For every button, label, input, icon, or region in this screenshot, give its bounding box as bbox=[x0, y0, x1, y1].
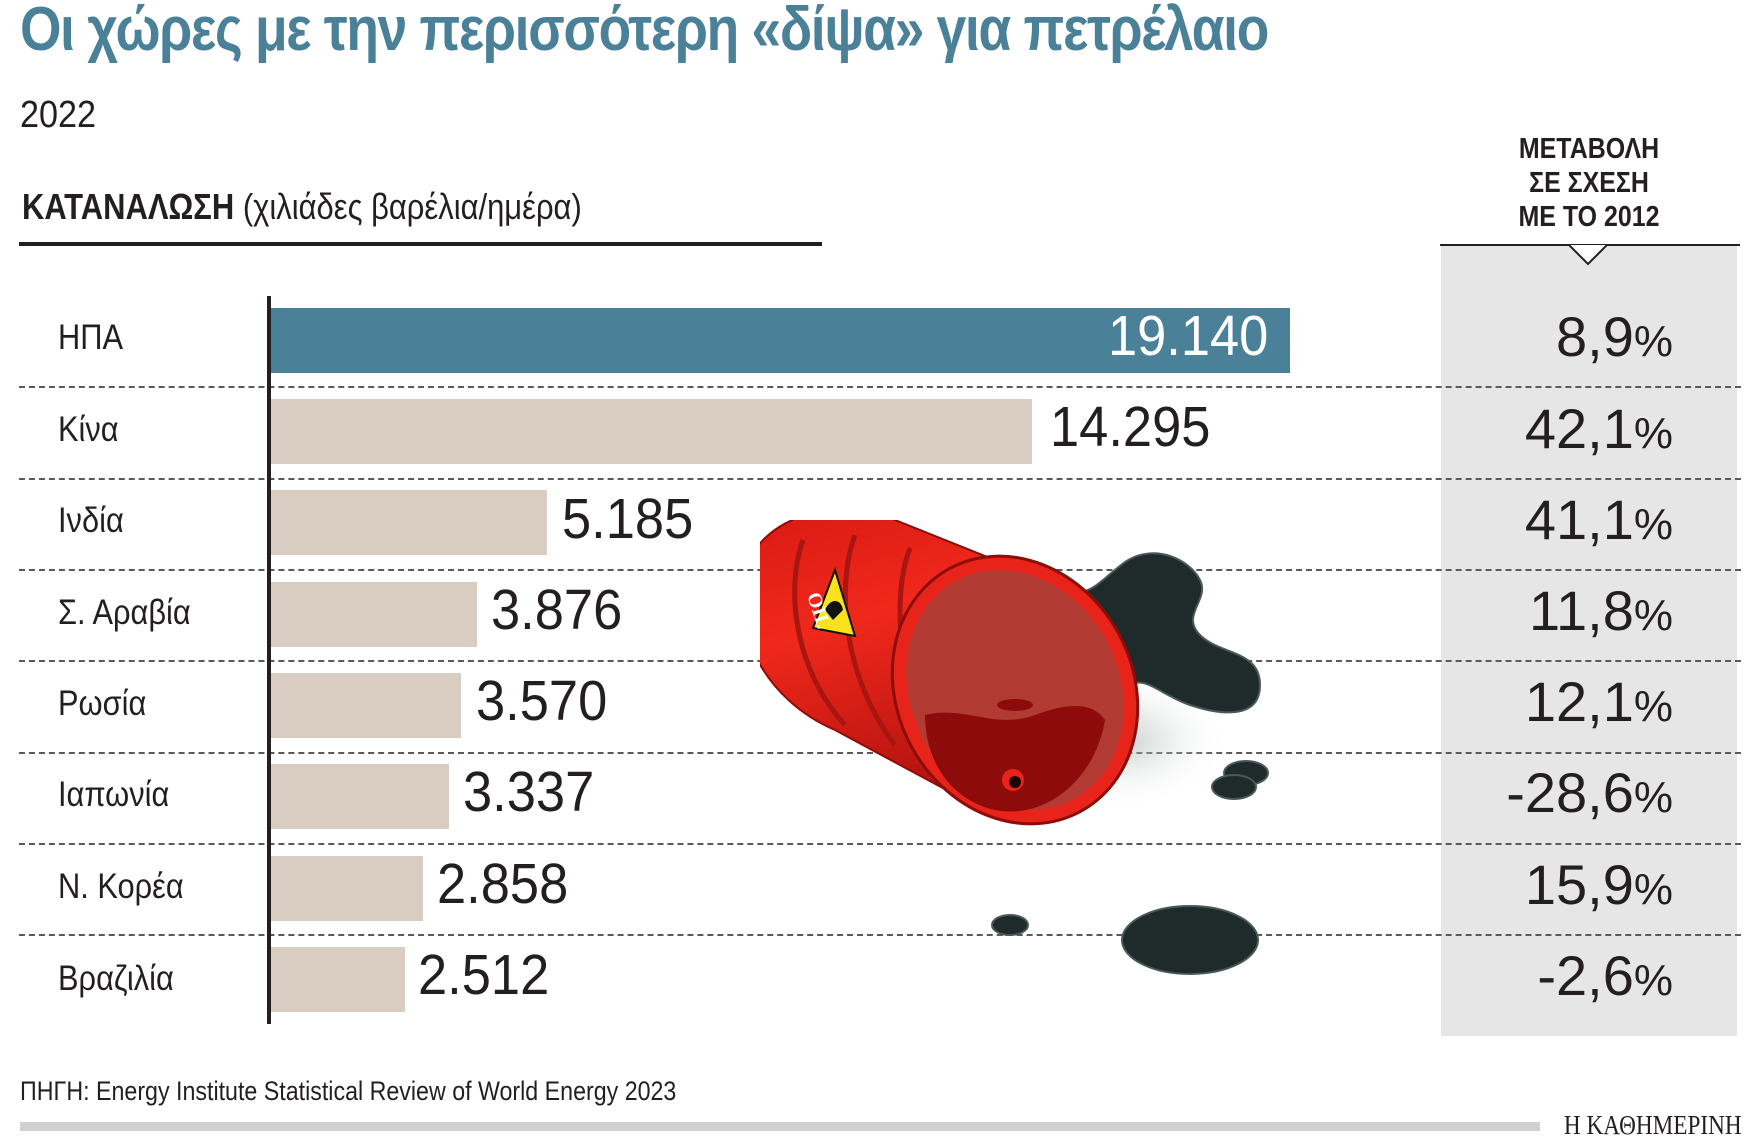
row-divider bbox=[19, 934, 1741, 936]
change-column-header: ΜΕΤΑΒΟΛΗ ΣΕ ΣΧΕΣΗ ΜΕ ΤΟ 2012 bbox=[1444, 132, 1734, 234]
change-value: 15,9% bbox=[1524, 853, 1673, 916]
consumption-label: ΚΑΤΑΝΑΛΩΣΗ bbox=[22, 186, 235, 227]
change-value: 12,1% bbox=[1524, 670, 1673, 733]
country-label: Ιαπωνία bbox=[58, 775, 170, 814]
consumption-axis-label: ΚΑΤΑΝΑΛΩΣΗ (χιλιάδες βαρέλια/ημέρα) bbox=[22, 186, 582, 228]
value-label: 19.140 bbox=[1107, 304, 1268, 368]
row-divider bbox=[19, 843, 1741, 845]
value-label: 5.185 bbox=[562, 487, 694, 551]
oil-barrel-icon: OIL bbox=[760, 520, 1140, 826]
change-value: -28,6% bbox=[1506, 761, 1673, 824]
bar-china bbox=[271, 399, 1032, 464]
value-label: 2.512 bbox=[418, 943, 550, 1007]
value-label: 2.858 bbox=[437, 852, 569, 916]
row-divider bbox=[19, 386, 1741, 388]
country-label: Ινδία bbox=[58, 501, 124, 540]
pointer-notch-icon bbox=[1569, 244, 1607, 266]
bar-usa bbox=[271, 308, 1290, 373]
value-label: 14.295 bbox=[1050, 395, 1211, 459]
chart-title: Οι χώρες με την περισσότερη «δίψα» για π… bbox=[20, 0, 1269, 64]
country-label: Σ. Αραβία bbox=[58, 593, 191, 632]
row-divider bbox=[19, 478, 1741, 480]
bar-saudi-arabia bbox=[271, 582, 477, 647]
category-axis-line bbox=[267, 296, 271, 1024]
change-value: 8,9% bbox=[1556, 305, 1673, 368]
country-label: Κίνα bbox=[58, 410, 119, 449]
bar-japan bbox=[271, 764, 449, 829]
change-value: 42,1% bbox=[1524, 397, 1673, 460]
source-note: ΠΗΓΗ: Energy Institute Statistical Revie… bbox=[20, 1076, 677, 1106]
unit-label: (χιλιάδες βαρέλια/ημέρα) bbox=[234, 186, 582, 227]
subtitle-rule bbox=[19, 242, 822, 246]
bar-south-korea bbox=[271, 856, 423, 921]
footer-rule bbox=[20, 1122, 1540, 1131]
change-header-line: ΜΕΤΑΒΟΛΗ bbox=[1518, 133, 1660, 165]
publisher-logo: Η ΚΑΘΗΜΕΡΙΝΗ bbox=[1564, 1110, 1742, 1140]
bar-russia bbox=[271, 673, 461, 738]
change-header-line: ΜΕ ΤΟ 2012 bbox=[1518, 201, 1660, 233]
country-label: Ρωσία bbox=[58, 684, 147, 723]
change-value: 11,8% bbox=[1529, 579, 1673, 642]
chart-year: 2022 bbox=[20, 94, 97, 136]
bar-brazil bbox=[271, 947, 405, 1012]
value-label: 3.337 bbox=[463, 760, 595, 824]
change-header-line: ΣΕ ΣΧΕΣΗ bbox=[1529, 167, 1649, 199]
change-column-background bbox=[1441, 246, 1737, 1036]
value-label: 3.876 bbox=[491, 578, 623, 642]
change-value: -2,6% bbox=[1537, 944, 1673, 1007]
country-label: ΗΠΑ bbox=[58, 318, 124, 357]
oil-barrel-illustration: OIL bbox=[760, 520, 1269, 975]
change-value: 41,1% bbox=[1524, 488, 1673, 551]
country-label: Βραζιλία bbox=[58, 959, 174, 998]
value-label: 3.570 bbox=[476, 669, 608, 733]
country-label: Ν. Κορέα bbox=[58, 867, 184, 906]
bar-india bbox=[271, 490, 547, 555]
